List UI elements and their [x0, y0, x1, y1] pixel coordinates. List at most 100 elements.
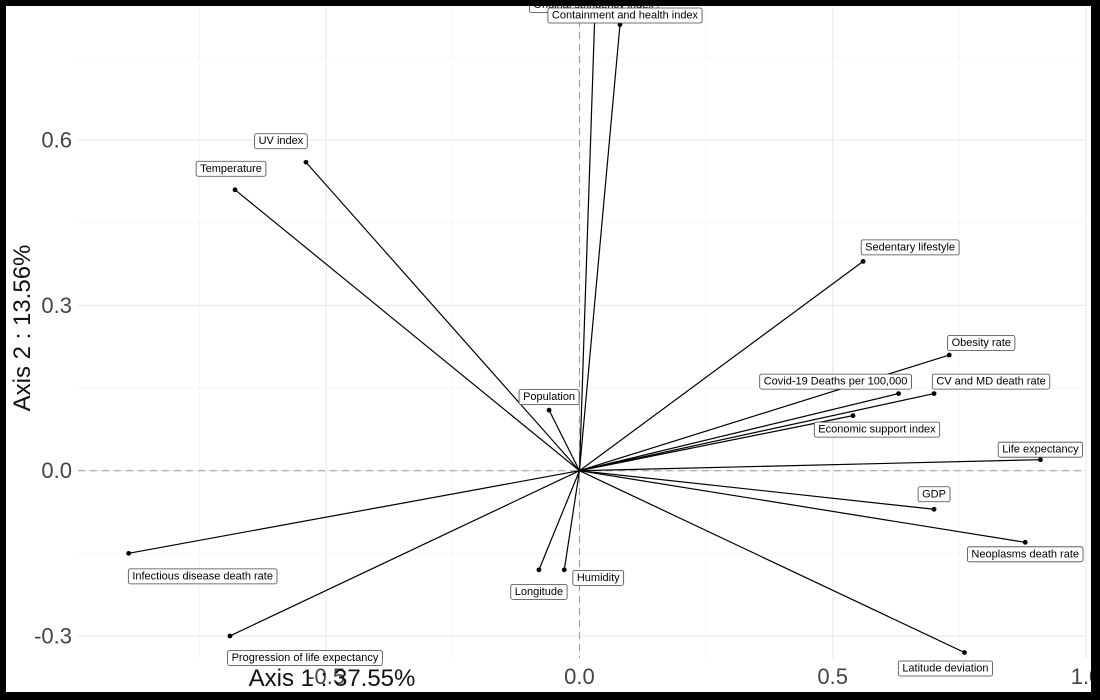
arrow-11 — [579, 470, 935, 510]
arrow-16 — [229, 470, 580, 637]
arrow-15 — [128, 470, 580, 554]
variable-label-text: Sedentary lifestyle — [865, 241, 955, 253]
arrow-3 — [234, 189, 580, 472]
arrow-tip-16 — [227, 633, 233, 639]
variable-label-box — [897, 660, 993, 677]
arrow-tip-6 — [896, 391, 901, 396]
variable-label-text: Longitude — [515, 586, 563, 598]
tick-labels: -0.5 0.0 0.5 1.0 -0.3 0.0 0.3 0.6 — [34, 128, 1091, 689]
arrow-tip-8 — [850, 413, 856, 419]
variable-label-box — [227, 650, 383, 666]
arrow-tip-4 — [860, 258, 866, 264]
variable-label-box — [813, 421, 941, 438]
reference-lines — [78, 8, 1086, 658]
variable-label-box — [510, 583, 568, 600]
variable-label-2: UV index — [254, 133, 308, 150]
variable-label-text: Economic support index — [818, 424, 936, 436]
variable-label-text: CV and MD death rate — [936, 376, 1045, 388]
y-tick-label: 0.0 — [41, 458, 72, 483]
variable-label-9: Population — [518, 389, 580, 406]
y-tick-label: 0.6 — [41, 128, 72, 153]
arrow-tip-12 — [1022, 539, 1028, 545]
arrow-12 — [579, 470, 1026, 543]
arrow-tip-7 — [931, 391, 937, 396]
variable-label-4: Sedentary lifestyle — [860, 239, 960, 256]
variable-label-text: GDP — [922, 488, 946, 500]
variable-label-12: Neoplasms death rate — [967, 546, 1084, 563]
biplot-chart: Original stringency indexContainment and… — [9, 6, 1091, 692]
variable-label-box — [917, 486, 951, 503]
arrow-tip-17 — [962, 650, 967, 655]
y-tick-label: -0.3 — [34, 623, 72, 648]
arrow-tip-2 — [303, 159, 309, 165]
arrow-tip-13 — [561, 567, 567, 573]
variable-label-box — [931, 373, 1051, 390]
arrow-17 — [579, 470, 965, 654]
variable-label-box — [947, 335, 1016, 351]
arrow-2 — [305, 161, 580, 472]
variable-label-text: Life expectancy — [1002, 444, 1079, 456]
arrow-tip-15 — [126, 550, 132, 556]
variable-label-15: Infectious disease death rate — [127, 568, 278, 585]
chart-frame: Original stringency indexContainment and… — [6, 6, 1091, 692]
variable-label-text: Temperature — [200, 163, 262, 175]
variable-label-box — [518, 389, 580, 406]
variable-label-box — [547, 7, 703, 24]
variable-label-box — [572, 569, 625, 586]
variable-label-14: Longitude — [510, 583, 568, 600]
y-tick-label: 0.3 — [41, 293, 72, 318]
variable-arrows — [126, 16, 1043, 655]
variable-label-7: CV and MD death rate — [931, 373, 1051, 390]
x-tick-label: -0.5 — [307, 664, 345, 689]
x-axis-title: Axis 1 : 37.55% — [249, 665, 416, 692]
arrow-13 — [563, 470, 581, 570]
variable-label-text: Infectious disease death rate — [132, 570, 273, 582]
arrow-tip-5 — [946, 352, 952, 358]
arrow-0 — [578, 18, 596, 471]
variable-label-text: Humidity — [577, 572, 620, 584]
variable-label-text: UV index — [259, 135, 304, 147]
variable-label-box — [127, 568, 278, 585]
variable-label-text: Population — [523, 391, 575, 403]
variable-label-box — [759, 373, 912, 390]
x-tick-label: 0.0 — [564, 664, 595, 689]
arrow-5 — [579, 354, 950, 472]
arrow-tip-11 — [931, 506, 937, 512]
arrow-tip-10 — [1038, 457, 1043, 463]
variable-label-text: Latitude deviation — [902, 662, 988, 674]
variable-label-10: Life expectancy — [997, 441, 1084, 458]
variable-label-box — [254, 133, 308, 150]
variable-label-box — [195, 160, 267, 177]
arrow-14 — [538, 470, 581, 571]
arrow-8 — [579, 415, 854, 472]
variable-label-box — [997, 441, 1084, 458]
variable-label-text: Neoplasms death rate — [971, 548, 1079, 560]
variable-label-6: Covid-19 Deaths per 100,000 — [759, 373, 912, 390]
variable-label-3: Temperature — [195, 160, 267, 177]
variable-label-13: Humidity — [572, 569, 625, 586]
arrow-6 — [579, 393, 899, 472]
variable-label-1: Containment and health index — [547, 7, 703, 24]
arrow-7 — [579, 393, 935, 472]
variable-label-text: Progression of life expectancy — [232, 652, 379, 664]
variable-label-11: GDP — [917, 486, 951, 503]
grid — [78, 8, 1087, 658]
variable-label-box — [860, 239, 960, 256]
variable-label-5: Obesity rate — [947, 335, 1016, 351]
variable-label-16: Progression of life expectancy — [227, 650, 383, 666]
variable-label-text: Obesity rate — [952, 337, 1011, 349]
y-axis-title: Axis 2 : 13.56% — [9, 245, 36, 412]
arrow-9 — [548, 409, 581, 471]
x-tick-label: 1.0 — [1071, 664, 1091, 689]
arrow-tip-9 — [546, 407, 552, 413]
arrow-tip-3 — [232, 187, 238, 193]
x-tick-label: 0.5 — [817, 664, 848, 689]
arrow-tip-14 — [536, 567, 542, 573]
variable-labels: Original stringency indexContainment and… — [127, 6, 1084, 677]
variable-label-8: Economic support index — [813, 421, 941, 438]
variable-label-text: Containment and health index — [552, 10, 699, 22]
arrow-1 — [578, 24, 621, 471]
variable-label-text: Covid-19 Deaths per 100,000 — [764, 376, 908, 388]
arrow-4 — [579, 260, 864, 472]
variable-label-17: Latitude deviation — [897, 660, 993, 677]
